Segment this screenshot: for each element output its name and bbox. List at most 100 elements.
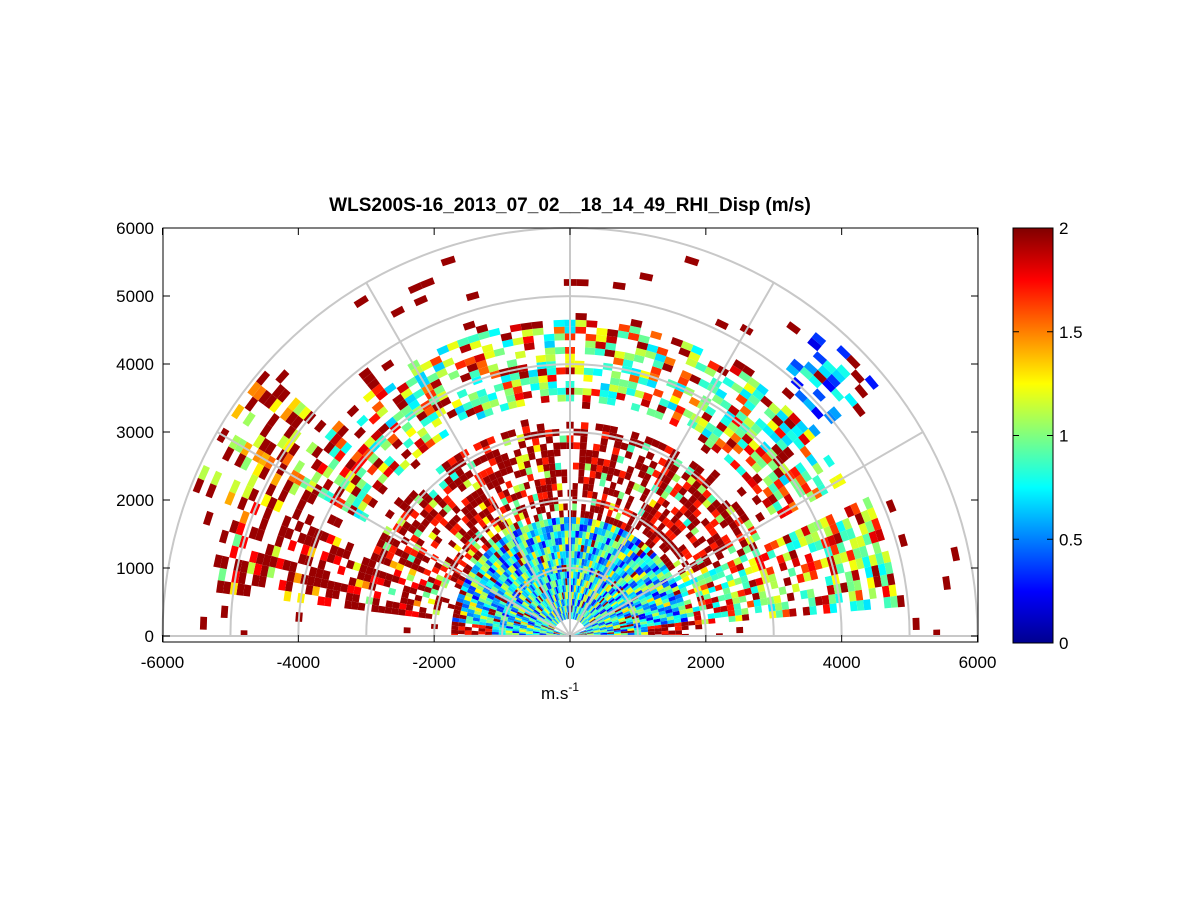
heatmap-cell: [512, 337, 524, 346]
heatmap-cell: [459, 372, 472, 383]
heatmap-cell: [541, 625, 548, 629]
heatmap-cell: [706, 536, 716, 546]
heatmap-cell: [807, 542, 818, 553]
heatmap-cell: [519, 526, 527, 535]
heatmap-cell: [791, 583, 800, 593]
heatmap-cell: [678, 544, 687, 553]
heatmap-cell: [282, 559, 292, 571]
heatmap-cell: [559, 517, 565, 525]
heatmap-cell: [560, 530, 565, 538]
heatmap-cell: [697, 494, 707, 504]
heatmap-cell: [556, 616, 561, 623]
heatmap-cell: [627, 380, 638, 390]
heatmap-cell: [507, 400, 518, 410]
heatmap-cell: [578, 592, 582, 600]
heatmap-cell: [439, 517, 449, 527]
heatmap-cell: [692, 539, 701, 549]
heatmap-cell: [464, 595, 472, 602]
heatmap-cell: [583, 580, 587, 588]
heatmap-cell: [542, 463, 550, 472]
heatmap-cell: [561, 606, 564, 614]
heatmap-cell: [508, 615, 516, 620]
heatmap-cell: [472, 617, 480, 622]
heatmap-cell: [447, 456, 458, 467]
heatmap-cell: [756, 457, 768, 469]
heatmap-cell: [432, 361, 446, 373]
heatmap-cell: [564, 537, 569, 545]
heatmap-cell: [500, 332, 513, 342]
heatmap-cell: [485, 628, 493, 632]
heatmap-cell: [418, 499, 429, 509]
heatmap-cell: [585, 449, 593, 458]
heatmap-cell: [632, 554, 640, 562]
heatmap-cell: [606, 624, 613, 628]
heatmap-cell: [648, 572, 657, 580]
heatmap-cell: [598, 622, 606, 626]
heatmap-cell: [670, 515, 679, 525]
heatmap-cell: [665, 608, 673, 614]
heatmap-cell: [379, 532, 389, 542]
heatmap-cell: [588, 511, 594, 520]
heatmap-cell: [656, 496, 666, 506]
heatmap-cell: [661, 630, 669, 635]
heatmap-cell: [509, 323, 522, 333]
heatmap-cell: [627, 332, 640, 342]
heatmap-cell: [535, 354, 546, 363]
heatmap-cell: [811, 332, 827, 346]
heatmap-cell: [727, 579, 736, 588]
heatmap-cell: [519, 626, 527, 630]
heatmap-cell: [547, 374, 557, 382]
heatmap-cell: [523, 563, 530, 571]
heatmap-cell: [483, 603, 491, 609]
heatmap-cell: [746, 600, 755, 608]
heatmap-cell: [846, 580, 856, 592]
heatmap-cell: [556, 524, 561, 532]
heatmap-cell: [480, 554, 488, 563]
heatmap-cell: [431, 566, 440, 575]
heatmap-cell: [473, 613, 481, 619]
heatmap-cell: [696, 574, 705, 582]
heatmap-cell: [493, 561, 501, 569]
heatmap-cell: [663, 601, 671, 608]
heatmap-cell: [545, 616, 552, 622]
heatmap-cell: [575, 592, 579, 600]
heatmap-cell: [640, 398, 651, 408]
heatmap-cell: [616, 611, 624, 617]
heatmap-cell: [411, 448, 423, 459]
heatmap-cell: [596, 578, 602, 586]
heatmap-cell: [534, 580, 541, 588]
heatmap-cell: [602, 543, 609, 552]
heatmap-cell: [464, 626, 472, 631]
heatmap-cell: [613, 557, 620, 565]
heatmap-cell: [252, 385, 267, 401]
heatmap-cell: [491, 631, 499, 635]
heatmap-cell: [224, 491, 236, 506]
heatmap-cell: [673, 614, 681, 620]
heatmap-cell: [734, 608, 742, 616]
heatmap-cell: [546, 633, 554, 635]
heatmap-cell: [612, 489, 620, 498]
heatmap-cell: [481, 609, 489, 614]
heatmap-cell: [571, 544, 575, 552]
heatmap-cell: [457, 411, 469, 421]
heatmap-cell: [810, 406, 824, 420]
heatmap-cell: [666, 401, 678, 412]
heatmap-cell: [583, 621, 589, 626]
heatmap-cell: [614, 566, 622, 574]
heatmap-cell: [881, 550, 891, 564]
heatmap-cell: [325, 588, 334, 599]
heatmap-cell: [472, 457, 483, 467]
heatmap-cell: [258, 466, 270, 481]
heatmap-cell: [600, 610, 607, 616]
heatmap-cell: [466, 615, 474, 621]
heatmap-cell: [373, 545, 383, 555]
heatmap-cell: [586, 632, 594, 634]
heatmap-cell: [603, 583, 609, 590]
heatmap-cell: [776, 554, 786, 564]
heatmap-cell: [612, 604, 620, 610]
heatmap-cell: [697, 417, 709, 428]
heatmap-cell: [657, 457, 668, 467]
heatmap-cell: [458, 559, 468, 568]
heatmap-cell: [459, 343, 472, 354]
heatmap-cell: [564, 530, 569, 538]
